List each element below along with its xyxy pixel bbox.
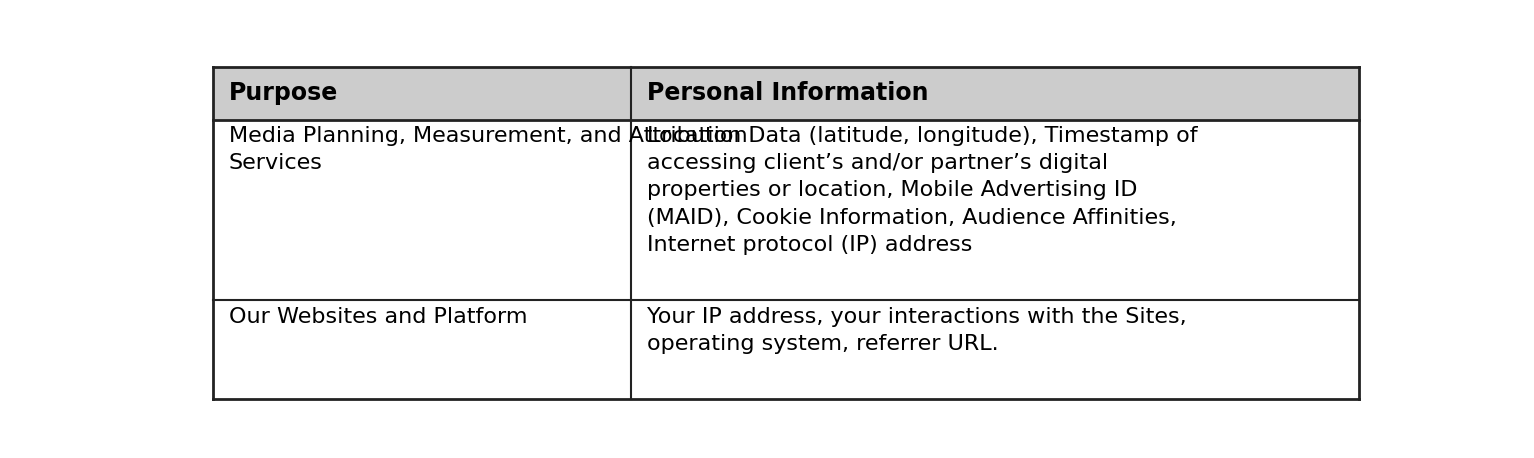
Text: Location Data (latitude, longitude), Timestamp of
accessing client’s and/or part: Location Data (latitude, longitude), Tim… [647, 126, 1198, 255]
Bar [213, 120, 1359, 300]
Text: Your IP address, your interactions with the Sites,
operating system, referrer UR: Your IP address, your interactions with … [647, 307, 1186, 354]
Text: Personal Information: Personal Information [647, 82, 928, 105]
Text: Our Websites and Platform: Our Websites and Platform [229, 307, 528, 327]
Bar [213, 300, 1359, 399]
Text: Media Planning, Measurement, and Attribution
Services: Media Planning, Measurement, and Attribu… [229, 126, 747, 173]
Bar [213, 67, 1359, 120]
Text: Purpose: Purpose [229, 82, 337, 105]
